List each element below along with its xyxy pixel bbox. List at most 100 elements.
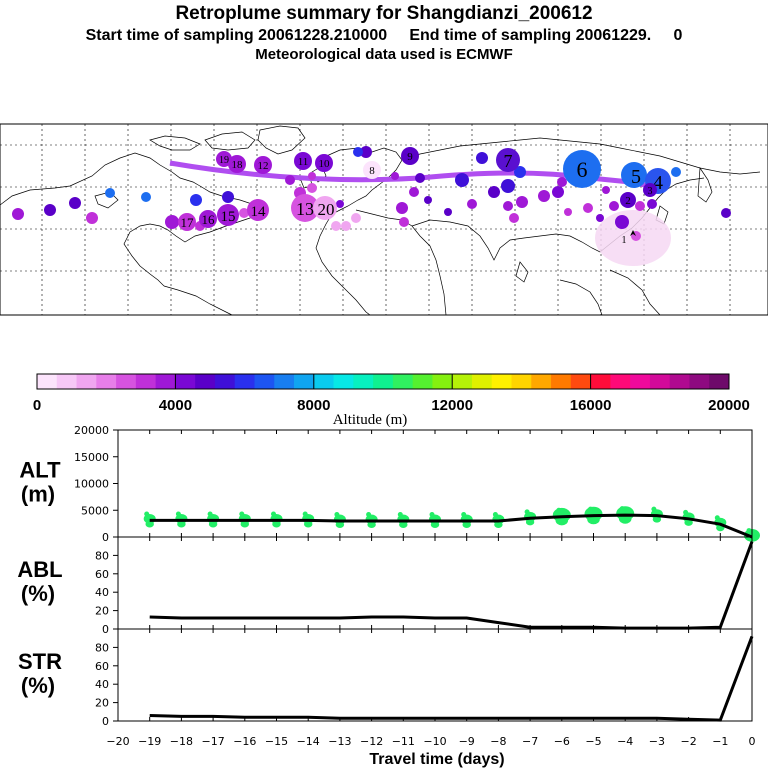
centroid-3 [643, 183, 657, 197]
altitude-cluster-dot [399, 521, 408, 528]
x-tick-label: −14 [297, 735, 320, 748]
x-tick-label: −3 [649, 735, 665, 748]
particle-cluster-dot [635, 201, 645, 211]
particle-cluster-dot [583, 203, 593, 213]
particle-cluster-dot [341, 221, 351, 231]
particle-cluster-dot [331, 221, 341, 231]
altitude-cluster-dot [492, 512, 498, 518]
y-tick-label-alt: 10000 [74, 478, 109, 491]
x-tick-label: −9 [459, 735, 475, 748]
x-tick-label: 0 [749, 735, 756, 748]
y-tick-label-str: 80 [95, 641, 109, 654]
panel-unit-alt: (m) [21, 482, 55, 507]
altitude-cluster-dot [494, 521, 503, 528]
series-line-abl [149, 541, 754, 630]
y-tick-label-alt: 5000 [81, 504, 109, 517]
particle-cluster-dot [501, 179, 515, 193]
altitude-cluster-dot [429, 512, 435, 518]
x-tick-label: −10 [423, 735, 446, 748]
colorbar-swatch [491, 374, 512, 389]
particle-cluster-dot [467, 199, 477, 209]
colorbar-swatch [412, 374, 433, 389]
particle-cluster-dot [671, 167, 681, 177]
colorbar-swatch [669, 374, 690, 389]
particle-cluster-dot [336, 200, 344, 208]
centroid-label-6: 6 [577, 157, 588, 182]
x-tick-label: −19 [138, 735, 161, 748]
altitude-scatter [143, 506, 760, 542]
centroid-2 [620, 192, 636, 208]
particle-cluster-dot [476, 152, 488, 164]
colorbar-swatch [392, 374, 414, 389]
colorbar-swatch [333, 374, 354, 389]
altitude-cluster-dot [334, 512, 340, 518]
station-marker-icon [630, 230, 636, 236]
particle-cluster-dot [190, 194, 202, 206]
centroid-label-10: 10 [319, 158, 331, 170]
x-tick-label: −20 [106, 735, 129, 748]
colorbar-swatch [254, 374, 275, 389]
particle-cluster-dot [391, 172, 399, 180]
altitude-cluster-dot [397, 512, 403, 518]
colorbar-tick-label: 4000 [159, 397, 192, 414]
altitude-cluster-dot [144, 511, 150, 517]
particle-cluster-dot [307, 183, 317, 193]
altitude-cluster-dot [177, 520, 186, 528]
end-time-label: End time of sampling 20061229. 0 [409, 27, 683, 44]
altitude-cluster-dot [304, 520, 313, 528]
colorbar-title: Altitude (m) [333, 412, 408, 428]
x-tick-label: −18 [170, 735, 193, 748]
colorbar-swatch [234, 374, 255, 389]
particle-cluster-dot [721, 208, 731, 218]
panel-title-abl: ABL [17, 557, 62, 582]
particle-cluster-dot [399, 217, 409, 227]
colorbar-tick-label: 0 [33, 397, 41, 414]
altitude-cluster-dot [619, 506, 625, 512]
altitude-cluster-dot [366, 512, 372, 518]
altitude-cluster-dot [651, 506, 657, 512]
colorbar-swatch [116, 374, 137, 389]
centroid-label-13: 13 [296, 199, 314, 219]
particle-cluster-dot [351, 213, 361, 223]
colorbar-swatch [610, 374, 631, 389]
centroid-10 [315, 154, 333, 172]
colorbar-frame [36, 373, 730, 390]
colorbar-tick-label: 16000 [570, 397, 612, 414]
centroid-label-20: 20 [318, 200, 335, 219]
x-tick-label: −12 [360, 735, 383, 748]
particle-cluster-dot [615, 215, 629, 229]
x-axis-label: Travel time (days) [369, 751, 504, 768]
map-panel: 6 5 4 7 8 9 10 11 12 13 14 15 16 [0, 123, 768, 316]
y-tick-label-str: 60 [95, 660, 109, 673]
x-axis-ticks: −20 −19 −18 −17 −16 −15 −14 −13 −12 −11 −10 −9 −8 −7−… [106, 735, 755, 748]
colorbar-swatch [551, 374, 572, 389]
sampling-time-label: Start time of sampling 20061228.210000 E… [0, 27, 768, 45]
altitude-cluster-dot [525, 518, 535, 526]
x-tick-label: −1 [712, 735, 728, 748]
particle-cluster-dot [86, 212, 98, 224]
altitude-cluster-dot [461, 512, 467, 518]
colorbar-swatch [452, 374, 473, 389]
particle-cluster-dot [165, 215, 179, 229]
colorbar: 0 4000 8000 12000 16000 20000 Altitude (m) [33, 373, 750, 428]
centroid-label-14: 14 [251, 204, 267, 220]
y-tick-label-abl: 0 [102, 623, 109, 636]
particle-cluster-dot [488, 186, 500, 198]
colorbar-ticks: 0 4000 8000 12000 16000 20000 [33, 374, 750, 414]
colorbar-swatch [531, 374, 552, 389]
centroid-1 [602, 186, 610, 194]
panel-alt: 20000 15000 10000 5000 0 ALT(m) [19, 424, 753, 544]
x-tick-label: −17 [201, 735, 224, 748]
x-tick-label: −6 [554, 735, 570, 748]
colorbar-swatch [432, 374, 453, 389]
particle-cluster-dot [44, 204, 56, 216]
particle-cluster-dot [509, 213, 519, 223]
y-tick-label-abl: 60 [95, 568, 109, 581]
centroid-18 [228, 155, 246, 173]
centroid-label-19: 19 [219, 155, 229, 166]
centroid-label-4: 4 [653, 172, 663, 194]
x-tick-label: −15 [265, 735, 288, 748]
centroid-label-18: 18 [232, 159, 244, 171]
altitude-cluster-dot [524, 509, 530, 515]
